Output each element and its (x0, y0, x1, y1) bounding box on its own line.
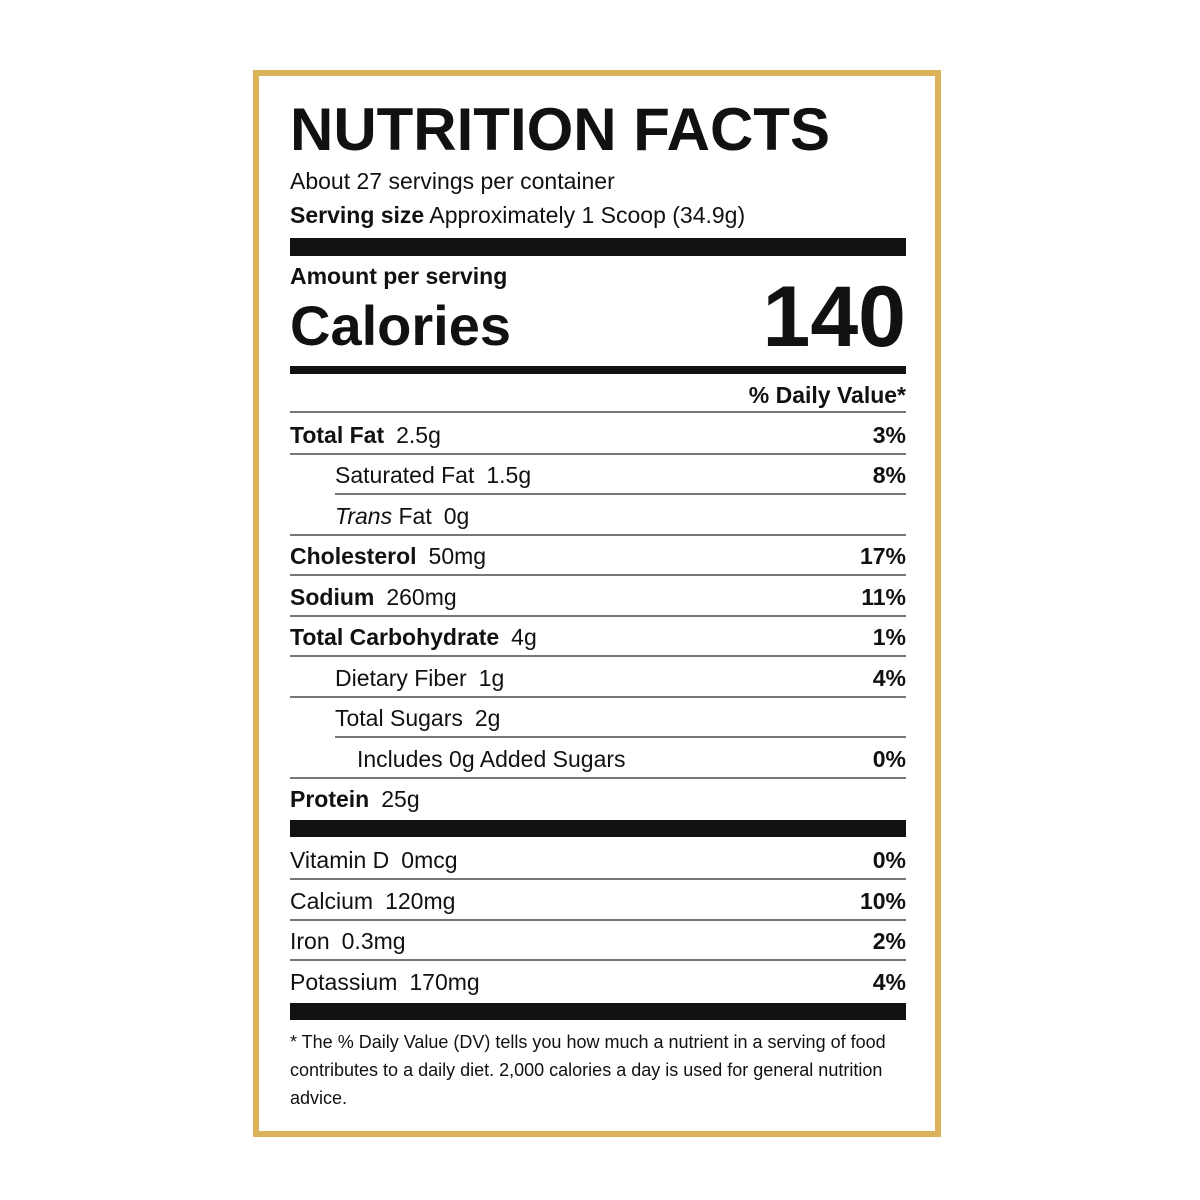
nutrient-name: Total Carbohydrate (290, 624, 500, 650)
vitamin-amount: 120mg (385, 888, 456, 914)
vitamin-dv: 0% (872, 847, 906, 873)
medium-divider (290, 366, 906, 374)
serving-size: Serving size Approximately 1 Scoop (34.9… (290, 204, 745, 227)
vitamin-amount: 0.3mg (341, 928, 406, 954)
nutrient-amount: 1.5g (486, 462, 532, 488)
nutrient-row: Sodium 260mg 11% (290, 582, 906, 612)
vitamin-name: Vitamin D (290, 847, 390, 873)
nutrient-dv: 0% (872, 746, 906, 772)
nutrient-row: Protein 25g (290, 784, 906, 814)
servings-per-container: About 27 servings per container (290, 168, 615, 194)
vitamin-amount: 0mcg (401, 847, 458, 873)
nutrient-dv: 17% (859, 543, 906, 569)
nutrient-dv: 8% (872, 462, 906, 488)
divider (290, 411, 906, 413)
nutrient-dv: 1% (872, 624, 906, 650)
thick-divider (290, 820, 906, 837)
thick-divider (290, 238, 906, 256)
footnote: * The % Daily Value (DV) tells you how m… (290, 1032, 886, 1108)
vitamin-dv: 10% (859, 888, 906, 914)
nutrient-dv: 3% (872, 422, 906, 448)
nutrient-name-italic: Trans (335, 503, 393, 529)
nutrient-name: Dietary Fiber (335, 665, 467, 691)
nutrient-amount: 0g (443, 503, 470, 529)
nutrient-name: Saturated Fat (335, 462, 475, 488)
nutrient-name: Total Sugars (335, 705, 463, 731)
nutrient-amount: 50mg (428, 543, 487, 569)
nutrient-name: Sodium (290, 584, 375, 610)
nutrient-row: Total Sugars 2g (290, 703, 906, 733)
nutrient-name: Fat (398, 503, 432, 529)
calories-value: 140 (762, 269, 907, 365)
vitamin-dv: 2% (872, 928, 906, 954)
nutrient-row: Total Fat 2.5g 3% (290, 420, 906, 450)
nutrient-amount: 25g (381, 786, 420, 812)
nutrient-amount: 260mg (386, 584, 457, 610)
nutrient-amount: 1g (478, 665, 505, 691)
nutrient-row: Trans Fat 0g (290, 501, 906, 531)
nutrient-row: Cholesterol 50mg 17% (290, 541, 906, 571)
nutrient-amount: 2.5g (396, 422, 441, 448)
vitamin-row: Vitamin D 0mcg 0% (290, 845, 906, 875)
vitamin-row: Iron 0.3mg 2% (290, 926, 906, 956)
daily-value-header: % Daily Value* (748, 382, 906, 408)
label-title: NUTRITION FACTS (290, 96, 830, 163)
vitamin-dv: 4% (872, 969, 906, 995)
nutrient-row: Includes 0g Added Sugars 0% (290, 744, 906, 774)
vitamin-row: Potassium 170mg 4% (290, 967, 906, 997)
nutrient-name: Total Fat (290, 422, 385, 448)
amount-per-serving: Amount per serving (290, 263, 508, 289)
vitamin-name: Iron (290, 928, 330, 954)
calories-label: Calories (290, 294, 511, 357)
nutrient-name: Protein (290, 786, 370, 812)
nutrient-dv: 11% (861, 584, 906, 610)
vitamin-row: Calcium 120mg 10% (290, 886, 906, 916)
nutrient-row: Saturated Fat 1.5g 8% (290, 460, 906, 490)
nutrient-dv: 4% (872, 665, 906, 691)
nutrient-name: Cholesterol (290, 543, 417, 569)
serving-size-value: Approximately 1 Scoop (34.9g) (429, 202, 746, 228)
nutrient-name: Includes 0g Added Sugars (357, 746, 626, 772)
nutrient-row: Dietary Fiber 1g 4% (290, 663, 906, 693)
nutrient-amount: 4g (511, 624, 537, 650)
nutrient-amount: 2g (474, 705, 501, 731)
vitamin-name: Calcium (290, 888, 374, 914)
vitamin-amount: 170mg (409, 969, 480, 995)
nutrient-row: Total Carbohydrate 4g 1% (290, 622, 906, 652)
thick-divider (290, 1003, 906, 1020)
vitamin-name: Potassium (290, 969, 398, 995)
serving-size-label: Serving size (290, 202, 425, 228)
